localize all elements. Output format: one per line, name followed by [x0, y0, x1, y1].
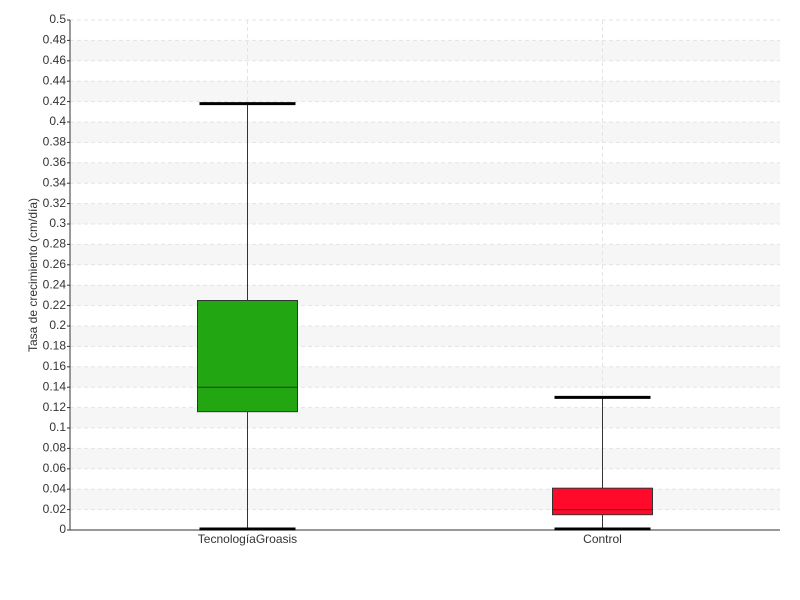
- y-tick-label: 0.42: [43, 94, 67, 108]
- y-tick-label: 0.1: [49, 420, 66, 434]
- grid-stripe: [70, 448, 780, 469]
- y-tick-label: 0.24: [43, 277, 67, 291]
- box: [552, 487, 653, 516]
- y-tick-label: 0.3: [49, 216, 66, 230]
- y-tick-label: 0.16: [43, 359, 67, 373]
- y-tick-label: 0.5: [49, 12, 66, 26]
- grid-stripe: [70, 244, 780, 265]
- box: [197, 300, 298, 413]
- y-tick-label: 0.22: [43, 298, 67, 312]
- y-tick-label: 0.48: [43, 33, 67, 47]
- y-tick-label: 0.08: [43, 441, 67, 455]
- y-tick-label: 0.18: [43, 339, 67, 353]
- y-axis-label: Tasa de crecimiento (cm/día): [26, 198, 40, 352]
- y-tick-label: 0.06: [43, 461, 67, 475]
- grid-stripe: [70, 285, 780, 306]
- grid-stripe: [70, 122, 780, 143]
- y-tick-label: 0.34: [43, 175, 67, 189]
- grid-stripe: [70, 407, 780, 428]
- grid-stripe: [70, 162, 780, 184]
- y-tick-label: 0.38: [43, 135, 67, 149]
- y-tick-label: 0: [59, 522, 66, 536]
- y-tick-label: 0.46: [43, 53, 67, 67]
- x-tick-label: Control: [583, 532, 622, 546]
- x-tick-label: TecnologíaGroasis: [198, 532, 297, 546]
- y-tick-label: 0.12: [43, 400, 67, 414]
- y-tick-label: 0.26: [43, 257, 67, 271]
- y-tick-label: 0.04: [43, 481, 67, 495]
- grid-stripe: [70, 40, 780, 61]
- y-tick-label: 0.02: [43, 502, 67, 516]
- y-tick-label: 0.4: [49, 114, 66, 128]
- grid-stripe: [70, 366, 780, 388]
- y-tick-label: 0.44: [43, 73, 67, 87]
- y-tick-label: 0.14: [43, 379, 67, 393]
- grid-stripe: [70, 489, 780, 510]
- grid-stripe: [70, 203, 780, 224]
- y-tick-label: 0.2: [49, 318, 66, 332]
- grid-stripe: [70, 81, 780, 102]
- grid-stripe: [70, 326, 780, 347]
- y-tick-label: 0.28: [43, 237, 67, 251]
- y-tick-label: 0.32: [43, 196, 67, 210]
- y-tick-label: 0.36: [43, 155, 67, 169]
